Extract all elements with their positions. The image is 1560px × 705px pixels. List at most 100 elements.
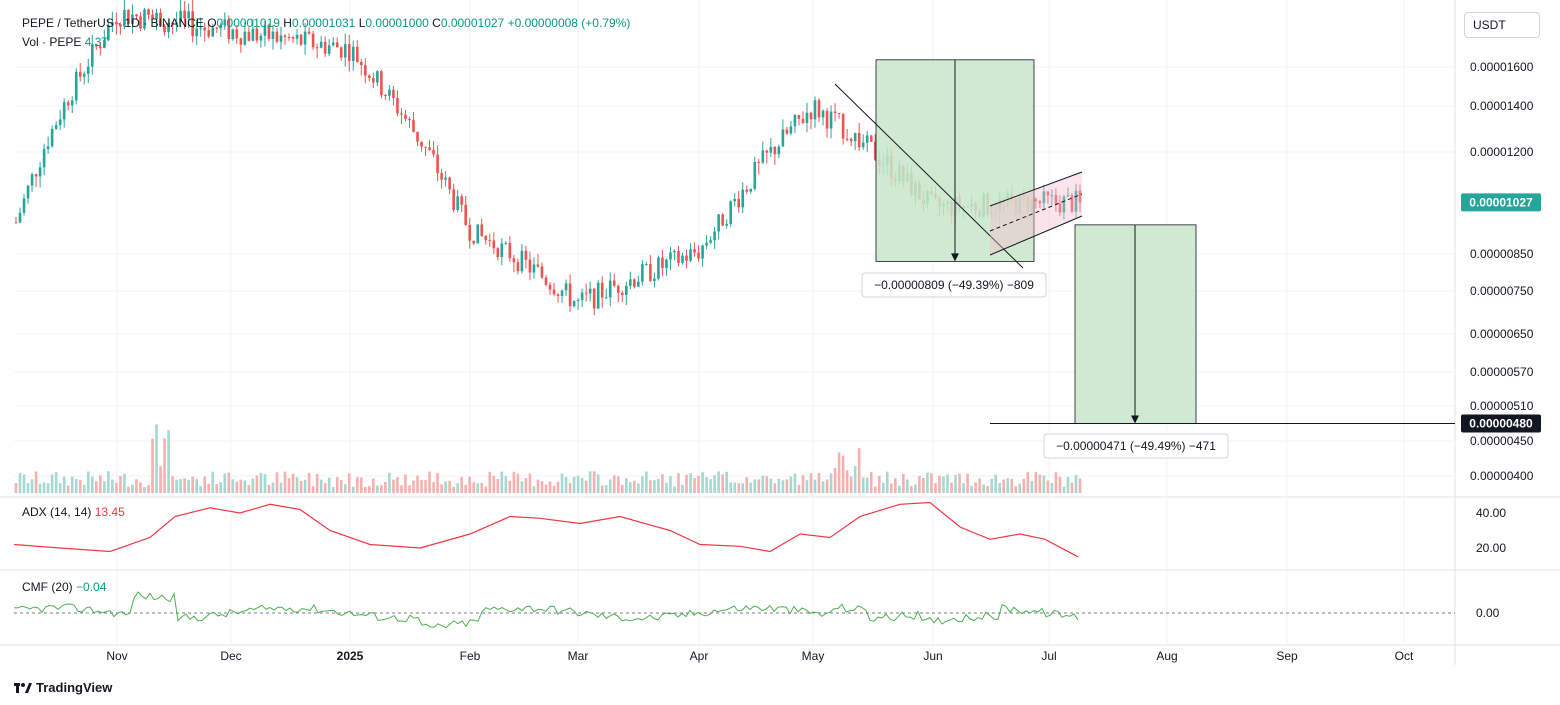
candle-body (74, 71, 78, 101)
candle-body (697, 252, 700, 259)
volume-bar (633, 480, 636, 493)
candle-body (829, 111, 833, 129)
low-value: 0.00001000 (365, 16, 429, 30)
volume-bar (697, 475, 700, 493)
volume-bar (384, 482, 387, 493)
volume-bar (62, 476, 66, 493)
volume-bar (195, 478, 198, 493)
candle-body (508, 243, 512, 259)
cmf-value: −0.04 (76, 580, 107, 594)
volume-bar (420, 479, 423, 493)
candle-body (440, 173, 443, 180)
volume-bar (307, 472, 311, 493)
candle-body (143, 9, 146, 29)
volume-bar (665, 482, 668, 493)
volume-label: Vol · PEPE (22, 35, 82, 49)
candle-body (572, 301, 576, 307)
volume-bar (974, 482, 977, 493)
candle-body (404, 114, 407, 119)
candle-body (263, 24, 267, 36)
candle-body (464, 204, 467, 225)
candle-body (761, 150, 765, 163)
volume-bar (1018, 483, 1022, 493)
volume-bar (608, 479, 612, 493)
volume-bar (749, 482, 753, 493)
volume-bar (139, 482, 142, 493)
candle-body (364, 65, 367, 76)
volume-bar (849, 476, 853, 493)
candle-body (335, 42, 339, 48)
volume-bar (428, 471, 431, 493)
candle-body (604, 297, 608, 299)
currency-button[interactable]: USDT (1464, 12, 1540, 38)
candle-body (637, 281, 640, 287)
volume-bar (532, 486, 536, 493)
candle-body (717, 214, 720, 232)
candle-body (584, 292, 588, 294)
volume-bar (90, 476, 94, 493)
volume-bar (42, 482, 46, 493)
symbol-legend: PEPE / TetherUS · 1D · BINANCE O0.000010… (22, 16, 630, 30)
candle-body (801, 118, 805, 123)
volume-bar (1054, 472, 1058, 493)
price-tick-label: 0.00000750 (1470, 284, 1534, 298)
volume-bar (311, 486, 315, 493)
candle-body (456, 196, 459, 210)
candle-body (171, 22, 174, 24)
candle-body (420, 141, 423, 147)
candle-body (540, 266, 544, 278)
volume-bar (74, 479, 78, 493)
candle-body (243, 31, 247, 45)
volume-bar (416, 475, 419, 493)
volume-bar (432, 482, 435, 493)
candle-body (30, 174, 34, 186)
price-tick-label: 0.00001200 (1470, 145, 1534, 159)
volume-bar (588, 471, 592, 493)
candle-body (685, 255, 688, 261)
candle-body (368, 75, 371, 78)
candle-body (817, 100, 821, 118)
candle-body (78, 71, 82, 77)
volume-bar (484, 486, 488, 493)
candle-body (155, 12, 158, 20)
adx-value: 13.45 (94, 505, 125, 519)
candle-body (95, 44, 98, 47)
volume-bar (673, 486, 676, 493)
volume-bar (111, 479, 114, 493)
candle-body (183, 10, 186, 19)
candle-body (665, 259, 668, 269)
volume-bar (504, 476, 508, 493)
volume-bar (548, 481, 552, 493)
time-tick-label: Dec (220, 649, 241, 663)
volume-bar (331, 486, 335, 493)
volume-bar (26, 483, 30, 493)
volume-bar (865, 477, 869, 493)
volume-bar (444, 481, 447, 493)
time-tick-label: Sep (1276, 649, 1298, 663)
adx-tick-label: 40.00 (1476, 506, 1506, 520)
volume-bar (829, 473, 833, 493)
candle-body (1050, 195, 1054, 197)
candle-body (745, 189, 749, 192)
volume-bar (299, 480, 303, 493)
volume-bar (741, 483, 745, 493)
volume-bar (464, 484, 467, 493)
time-tick-label: May (802, 649, 825, 663)
candle-body (797, 115, 801, 119)
close-label: C (432, 16, 441, 30)
time-tick-label: Mar (568, 649, 589, 663)
volume-bar (564, 476, 568, 493)
volume-bar (604, 485, 608, 493)
volume-bar (267, 484, 271, 493)
candle-body (785, 129, 789, 134)
candle-body (653, 278, 656, 282)
candle-body (869, 135, 873, 142)
candle-body (151, 14, 154, 20)
candle-body (677, 251, 680, 263)
time-tick-label: Jun (923, 649, 942, 663)
volume-bar (962, 483, 965, 493)
volume-bar (773, 483, 777, 493)
candle-body (34, 174, 38, 177)
candle-body (544, 277, 548, 285)
